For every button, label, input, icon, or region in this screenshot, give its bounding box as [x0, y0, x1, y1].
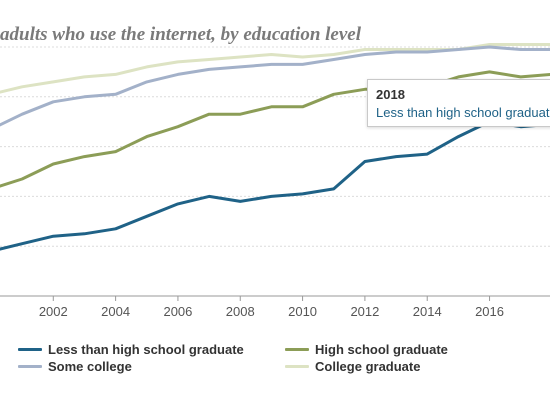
- series-line-high-school-graduate[interactable]: [0, 70, 550, 189]
- legend-swatch: [18, 348, 42, 351]
- tooltip-year: 2018: [376, 87, 405, 102]
- x-tick-label: 2006: [163, 304, 192, 319]
- x-tick-label: 2014: [413, 304, 442, 319]
- legend-label: Less than high school graduate: [48, 342, 244, 357]
- series-line-less-than-high-school-graduate[interactable]: [0, 120, 550, 252]
- legend-item[interactable]: Some college: [18, 359, 132, 374]
- series-lines: [0, 43, 550, 252]
- line-chart: 2002 2004 2006 2008 2010 2012 2014 2016: [0, 43, 550, 319]
- x-tick-label: 2008: [226, 304, 255, 319]
- x-tick-label: 2010: [288, 304, 317, 319]
- x-tick-label: 2002: [39, 304, 68, 319]
- tooltip: 2018 Less than high school graduate: [367, 79, 550, 127]
- tooltip-series-label: Less than high school graduate: [376, 105, 550, 120]
- legend-item[interactable]: College graduate: [285, 359, 420, 374]
- legend-label: High school graduate: [315, 342, 448, 357]
- x-tick-label: 2012: [350, 304, 379, 319]
- legend-swatch: [18, 365, 42, 368]
- x-axis: 2002 2004 2006 2008 2010 2012 2014 2016: [0, 295, 550, 319]
- legend-swatch: [285, 365, 309, 368]
- legend: Less than high school graduate High schoo…: [0, 338, 550, 378]
- legend-item[interactable]: High school graduate: [285, 342, 448, 357]
- chart-title: adults who use the internet, by educatio…: [0, 24, 362, 45]
- legend-swatch: [285, 348, 309, 351]
- x-tick-label: 2016: [475, 304, 504, 319]
- legend-label: College graduate: [315, 359, 421, 374]
- legend-label: Some college: [48, 359, 132, 374]
- series-line-some-college[interactable]: [0, 45, 550, 129]
- x-tick-label: 2004: [101, 304, 130, 319]
- legend-item[interactable]: Less than high school graduate: [18, 342, 244, 357]
